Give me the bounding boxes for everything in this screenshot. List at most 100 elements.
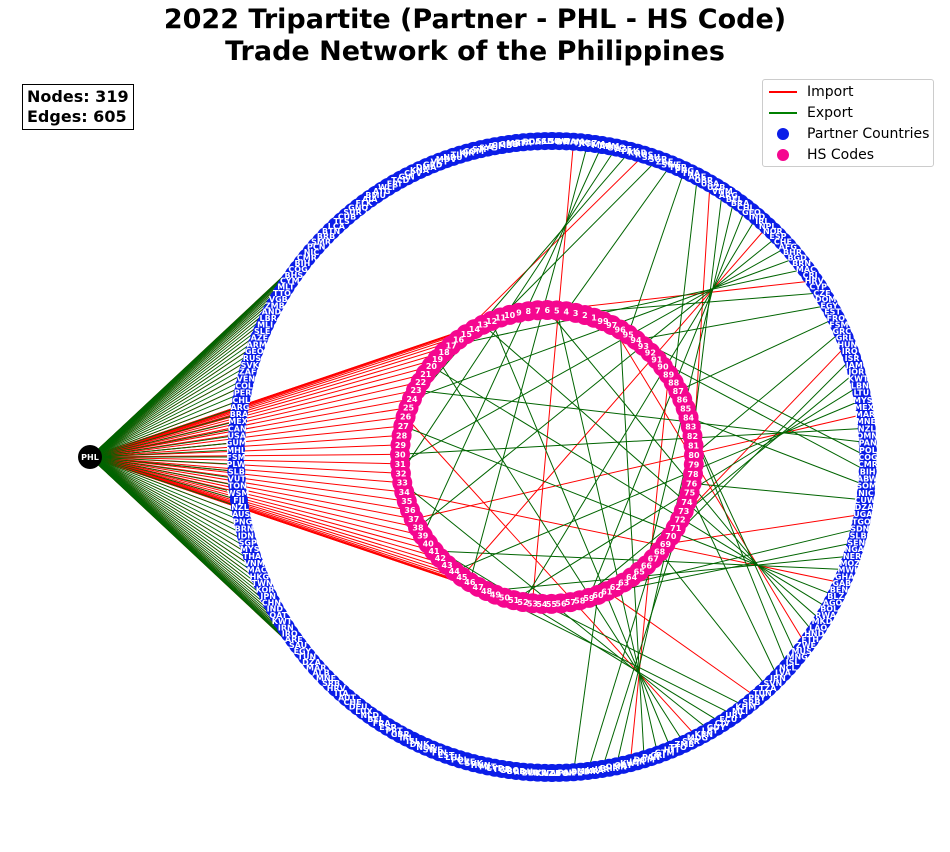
import-edge: [89, 416, 406, 458]
export-edge: [89, 456, 272, 603]
export-edge: [89, 399, 242, 458]
import-edge: [89, 345, 452, 458]
partner-label: GBR: [694, 176, 713, 185]
import-edge: [89, 456, 429, 545]
partner-label: FJI: [233, 496, 244, 505]
import-edge: [693, 183, 711, 446]
partner-node: [858, 440, 877, 459]
partner-label: VNM: [244, 559, 265, 568]
export-edge: [691, 482, 866, 501]
partner-label: MYS: [240, 545, 260, 554]
partner-label: SWZ: [549, 137, 570, 146]
export-edge: [587, 558, 654, 772]
partner-label: CZE: [813, 289, 830, 298]
partner-label: NCL: [779, 663, 797, 672]
legend: Import Export Partner Countries HS Codes: [762, 79, 934, 167]
hs-code-node: [584, 307, 605, 328]
hs-code-label: 17: [446, 342, 457, 351]
hs-dot-swatch: [777, 149, 789, 161]
partner-label: NZL: [231, 503, 249, 512]
export-edge: [546, 309, 815, 634]
partner-label: UZB: [707, 183, 725, 192]
hs-code-label: 39: [417, 532, 429, 541]
hs-code-label: 84: [683, 413, 695, 422]
hs-code-label: 35: [401, 497, 413, 506]
partner-label: IRL: [400, 734, 414, 743]
hs-code-label: 87: [673, 387, 684, 396]
hs-code-label: 67: [648, 555, 659, 564]
partner-label: KNA: [410, 166, 430, 175]
partner-label: MHL: [226, 446, 246, 455]
partner-label: EST: [438, 751, 455, 760]
partner-label: DEU: [349, 703, 368, 712]
partner-label: SVN: [764, 679, 783, 688]
partner-label: BEL: [726, 195, 743, 204]
partner-label: MKD: [812, 617, 833, 626]
partner-label: DMA: [416, 163, 438, 172]
edge-count: Edges: 605: [27, 107, 127, 126]
partner-label: HTI: [664, 746, 679, 755]
partner-label: TUN: [298, 652, 317, 661]
partner-label: MRT: [506, 139, 526, 148]
partner-label: RWA: [815, 611, 837, 620]
legend-item-export: Export: [769, 103, 853, 123]
export-edge: [635, 304, 830, 341]
partner-label: EGY: [820, 301, 838, 310]
hs-code-label: 96: [615, 325, 627, 334]
partner-label: AUT: [338, 694, 356, 703]
partner-label: MEX: [854, 403, 874, 412]
partner-label: UKR: [528, 769, 547, 778]
import-edge: [89, 456, 401, 465]
partner-label: SVK: [465, 759, 484, 768]
hs-code-label: 61: [601, 587, 613, 596]
partner-label: GMB: [492, 141, 513, 150]
hs-code-label: 72: [674, 516, 685, 525]
partner-label: SWE: [661, 160, 681, 169]
partner-dot-swatch: [777, 128, 789, 140]
partner-label: HRV: [327, 684, 347, 693]
partner-label: TUR: [669, 163, 687, 172]
partner-label: GNB: [499, 140, 518, 149]
hs-code-label: 88: [668, 378, 680, 387]
hs-code-label: 58: [574, 596, 586, 605]
partner-label: OMN: [606, 762, 627, 771]
partner-label: GRC: [833, 327, 852, 336]
partner-label: NIC: [858, 489, 874, 498]
partner-label: LVA: [775, 669, 792, 678]
partner-label: TJK: [573, 138, 588, 147]
partner-label: SYR: [682, 737, 700, 746]
partner-label: CYM: [280, 277, 300, 286]
export-edge: [427, 543, 723, 724]
partner-label: LBR: [260, 314, 277, 323]
hs-code-label: 8: [526, 307, 532, 316]
export-edge: [89, 420, 239, 458]
partner-label: LBN: [851, 382, 869, 391]
title-line-2: Trade Network of the Philippines: [225, 36, 725, 67]
partner-label: ALB: [312, 669, 329, 678]
partner-label: WSM: [227, 489, 250, 498]
center-node-phl: PHL: [78, 445, 102, 469]
partner-label: SWE: [423, 746, 443, 755]
hs-code-label: 33: [397, 479, 408, 488]
partner-label: TGO: [852, 517, 871, 526]
partner-label: DJI: [488, 142, 501, 151]
hs-code-label: 79: [688, 460, 700, 469]
import-edge: [89, 456, 455, 572]
partner-label: BGD: [571, 768, 591, 777]
partner-label: BIH: [295, 259, 311, 268]
export-edge: [89, 413, 240, 458]
hs-code-label: 56: [555, 599, 567, 608]
partner-label: BOL: [820, 605, 838, 614]
hs-code-label: 90: [657, 363, 669, 372]
partner-label: PLW: [226, 460, 245, 469]
hs-code-label: 31: [395, 460, 407, 469]
hs-code-label: 57: [565, 598, 576, 607]
partner-label: ZWE: [796, 641, 816, 650]
export-edge: [89, 385, 245, 458]
partner-label: GNQ: [348, 203, 368, 212]
partner-label: NER: [843, 552, 861, 561]
hs-code-label: 70: [665, 532, 677, 541]
partner-label: TUN: [753, 689, 772, 698]
partner-label: ARG: [719, 191, 738, 200]
import-edge: [89, 456, 419, 528]
